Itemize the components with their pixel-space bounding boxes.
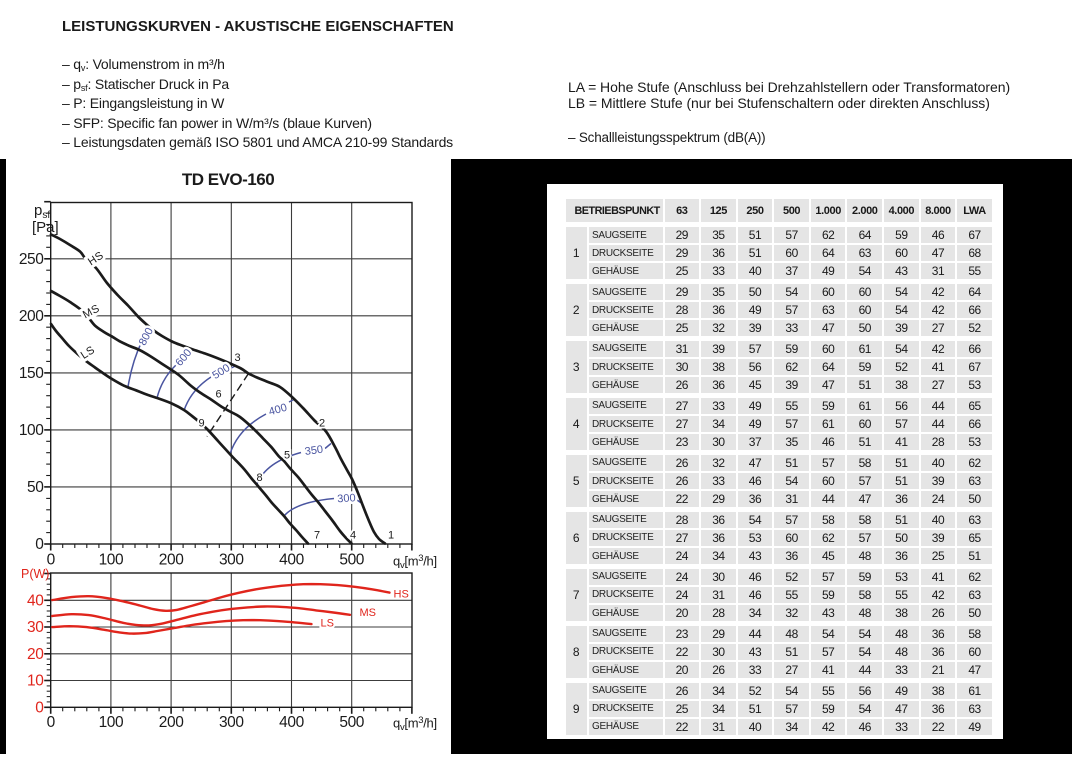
svg-text:9: 9 <box>198 418 204 430</box>
svg-text:100: 100 <box>99 552 124 569</box>
svg-text:P(W): P(W) <box>21 567 49 581</box>
svg-text:20: 20 <box>27 646 44 663</box>
svg-text:200: 200 <box>19 308 44 325</box>
svg-text:0: 0 <box>35 536 44 553</box>
svg-text:400: 400 <box>267 402 288 419</box>
svg-text:HS: HS <box>86 249 106 268</box>
svg-text:qv[m3/h]: qv[m3/h] <box>393 715 437 733</box>
svg-text:5: 5 <box>284 450 290 462</box>
svg-text:100: 100 <box>19 422 44 439</box>
svg-text:200: 200 <box>159 552 184 569</box>
svg-text:[Pa]: [Pa] <box>32 219 59 236</box>
svg-text:8: 8 <box>256 472 262 484</box>
svg-text:200: 200 <box>159 714 184 731</box>
svg-text:300: 300 <box>337 492 356 505</box>
svg-text:4: 4 <box>350 530 356 542</box>
svg-text:50: 50 <box>27 479 44 496</box>
svg-text:MS: MS <box>81 302 102 321</box>
svg-text:TD EVO-160: TD EVO-160 <box>182 170 274 189</box>
svg-text:300: 300 <box>219 714 244 731</box>
svg-text:2: 2 <box>319 418 325 430</box>
svg-text:HS: HS <box>394 589 409 601</box>
svg-text:10: 10 <box>27 673 44 690</box>
svg-text:250: 250 <box>19 251 44 268</box>
svg-text:500: 500 <box>339 552 364 569</box>
svg-text:MS: MS <box>360 607 377 619</box>
svg-text:400: 400 <box>279 714 304 731</box>
svg-text:300: 300 <box>219 552 244 569</box>
svg-text:40: 40 <box>27 592 44 609</box>
svg-text:1: 1 <box>388 530 394 542</box>
svg-text:100: 100 <box>99 714 124 731</box>
svg-text:qv[m3/h]: qv[m3/h] <box>393 553 437 571</box>
svg-text:3: 3 <box>235 352 241 364</box>
svg-text:7: 7 <box>314 530 320 542</box>
svg-text:500: 500 <box>339 714 364 731</box>
svg-text:500: 500 <box>210 362 232 382</box>
svg-text:0: 0 <box>47 714 56 731</box>
svg-text:30: 30 <box>27 619 44 636</box>
svg-text:6: 6 <box>215 389 221 401</box>
svg-text:400: 400 <box>279 552 304 569</box>
svg-text:LS: LS <box>321 618 334 630</box>
svg-text:150: 150 <box>19 365 44 382</box>
svg-text:0: 0 <box>47 552 56 569</box>
svg-text:350: 350 <box>304 444 324 458</box>
svg-text:0: 0 <box>35 699 44 716</box>
